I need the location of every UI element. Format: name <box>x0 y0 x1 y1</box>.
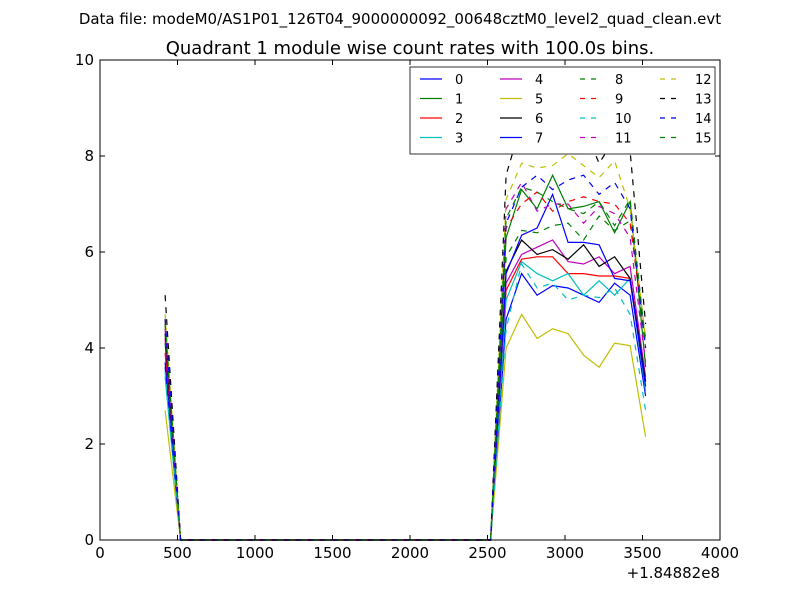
legend-label-14: 14 <box>695 112 712 127</box>
series-line-4 <box>164 239 647 541</box>
x-tick-label: 0 <box>95 544 105 562</box>
x-tick-label: 4000 <box>701 544 739 562</box>
x-tick-label: 2500 <box>468 544 506 562</box>
legend-label-10: 10 <box>615 112 632 127</box>
legend-label-4: 4 <box>535 73 543 88</box>
series-line-14 <box>164 174 647 541</box>
series-line-1 <box>164 173 647 541</box>
series-line-10 <box>164 262 647 541</box>
series-line-11 <box>164 181 647 541</box>
legend-label-2: 2 <box>455 112 463 127</box>
x-tick-label: 1500 <box>313 544 351 562</box>
legend-label-13: 13 <box>695 93 712 108</box>
x-tick-label: 2000 <box>391 544 429 562</box>
y-tick-label: 0 <box>84 531 94 549</box>
series-line-5 <box>164 313 647 541</box>
legend-label-3: 3 <box>455 132 463 147</box>
suptitle: Data file: modeM0/AS1P01_126T04_90000000… <box>79 10 721 29</box>
legend-label-12: 12 <box>695 73 712 88</box>
series-line-13 <box>164 121 647 541</box>
series-line-9 <box>164 191 647 541</box>
series-layer <box>164 121 647 541</box>
x-tick-label: 1000 <box>236 544 274 562</box>
y-tick-label: 10 <box>75 51 94 69</box>
legend-label-15: 15 <box>695 132 712 147</box>
chart-title: Quadrant 1 module wise count rates with … <box>166 38 655 59</box>
series-line-8 <box>164 215 647 541</box>
series-line-0 <box>164 272 647 541</box>
legend-label-5: 5 <box>535 93 543 108</box>
series-line-3 <box>164 260 647 541</box>
series-line-6 <box>164 239 647 541</box>
y-tick-label: 2 <box>84 435 94 453</box>
legend-label-11: 11 <box>615 132 632 147</box>
series-line-2 <box>164 256 647 541</box>
legend-label-9: 9 <box>615 93 623 108</box>
y-tick-label: 6 <box>84 243 94 261</box>
x-tick-label: 3500 <box>623 544 661 562</box>
x-tick-label: 3000 <box>546 544 584 562</box>
legend-label-8: 8 <box>615 73 623 88</box>
legend-box <box>409 66 716 155</box>
y-tick-label: 4 <box>84 339 94 357</box>
x-offset-label: +1.84882e8 <box>627 564 720 582</box>
legend-label-0: 0 <box>455 73 463 88</box>
legend-label-6: 6 <box>535 112 543 127</box>
y-tick-label: 8 <box>84 147 94 165</box>
legend-label-7: 7 <box>535 132 543 147</box>
series-line-7 <box>164 192 647 541</box>
x-tick-label: 500 <box>163 544 192 562</box>
series-line-12 <box>164 152 647 541</box>
series-line-15 <box>164 186 647 541</box>
legend-label-1: 1 <box>455 93 463 108</box>
